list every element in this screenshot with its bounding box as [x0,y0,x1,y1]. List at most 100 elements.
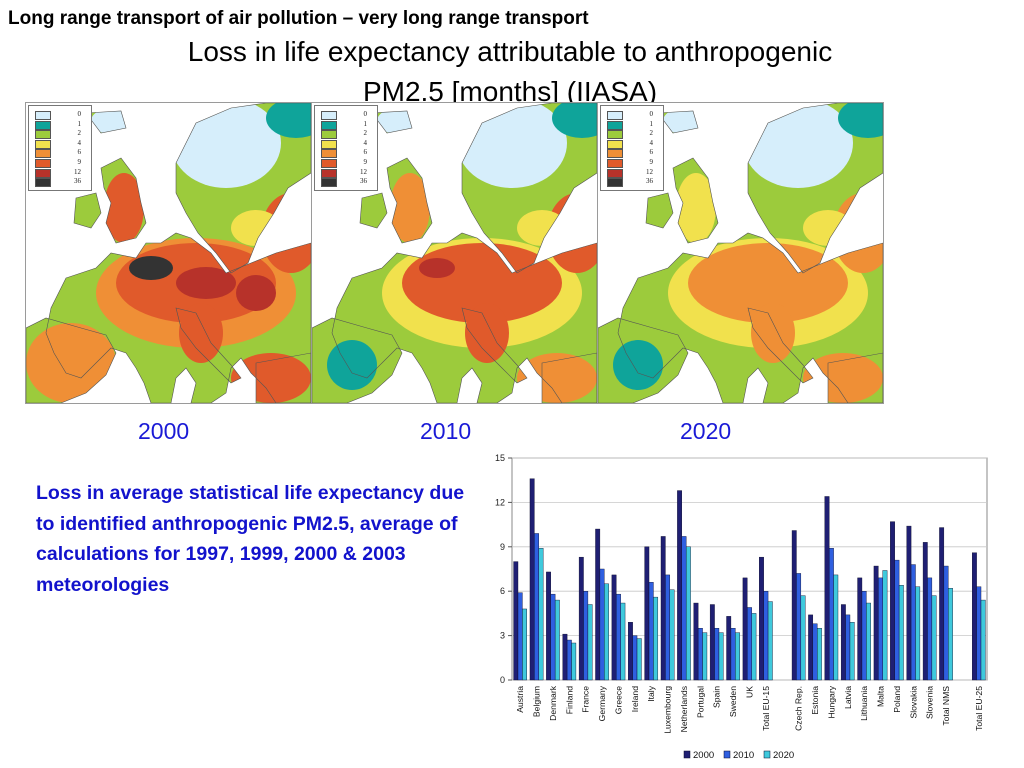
year-label-2000: 2000 [138,418,190,444]
legend-row: 6 [35,148,91,159]
bar-2020 [882,570,888,681]
map-legend: 0 1 2 4 6 9 12 36 [314,105,378,191]
bar-2000 [890,521,895,681]
legend-value: 9 [77,158,82,166]
legend-value: 9 [363,158,368,166]
bar-2010 [894,559,900,681]
bar-2000 [644,546,650,681]
bar-2000 [595,528,601,681]
legend-value: 9 [649,158,654,166]
legend-row: 2 [321,129,377,140]
legend-value: 12 [74,167,81,176]
legend-swatch [321,111,337,120]
bar-2010 [927,577,933,681]
legend-row: 0 [35,110,91,120]
bar-2000 [906,525,912,681]
legend-value: 6 [649,148,654,157]
bar-2010 [550,593,556,681]
x-tick-label: Hungary [826,685,836,718]
bar-2010 [845,614,851,681]
bar-2010 [583,590,589,681]
legend-swatch [321,149,337,159]
europe-map-2020: 0 1 2 4 6 9 12 36 [597,102,884,404]
bar-2010 [599,568,605,681]
legend-swatch [321,159,337,168]
legend-value: 1 [363,119,368,128]
bar-2020 [735,632,740,681]
legend-value: 2 [649,129,654,138]
bar-2000 [840,604,846,681]
x-tick-label: Denmark [548,685,558,721]
legend-value: 6 [77,148,82,157]
bar-2020 [653,596,659,681]
bar-2010 [910,564,916,681]
x-tick-label: Total NMS [941,686,951,726]
bar-2010 [681,536,687,681]
x-tick-label: UK [745,686,755,698]
bar-2000 [562,633,568,681]
legend-swatch-2010 [723,750,731,759]
x-tick-label: Total EU-15 [761,686,771,731]
legend-row: 1 [35,120,91,130]
bar-2020 [571,642,577,681]
legend-swatch [35,178,51,188]
legend-value: 4 [649,138,654,147]
legend-swatch [35,130,51,140]
y-tick-label: 6 [500,586,505,596]
bar-2000 [529,478,535,681]
bar-2020 [685,546,691,681]
legend-swatch [607,111,623,120]
bar-2020 [849,622,855,681]
main-title-line-1: Loss in life expectancy attributable to … [187,36,833,67]
bar-2010 [632,635,638,681]
bar-2020 [522,608,527,681]
legend-swatch [35,120,51,130]
bar-2010 [697,627,703,681]
x-tick-label: Ireland [630,686,640,712]
legend-row: 2 [607,129,663,140]
main-title-line-2: PM2.5 [months] (IIASA) [362,76,658,107]
legend-row: 0 [321,110,377,120]
legend-value: 12 [646,167,653,176]
bar-2020 [702,632,708,681]
bar-2010 [943,565,949,681]
legend-value: 4 [363,138,368,147]
legend-swatch-2020 [763,750,771,759]
bar-2010 [828,548,834,681]
bar-2000 [873,565,879,681]
x-tick-label: Portugal [695,686,705,718]
bar-2020 [604,583,609,681]
map-2020-svg [598,103,883,403]
legend-value: 0 [363,110,368,118]
legend-swatch [607,178,623,188]
legend-row: 4 [35,139,91,149]
bar-2020 [751,613,757,681]
bar-2010 [648,582,654,681]
bar-2000 [742,577,748,681]
bar-2020 [898,585,904,681]
legend-label-2010: 2010 [733,750,754,761]
legend-swatch [35,111,51,120]
y-tick-label: 9 [500,542,505,552]
bar-2000 [628,622,633,681]
bar-2000 [939,527,945,681]
x-tick-label: Spain [712,686,722,708]
legend-value: 36 [360,177,367,186]
legend-swatch [607,159,623,168]
legend-swatch [321,139,337,149]
bar-2010 [763,590,769,681]
x-tick-label: Luxembourg [663,686,673,734]
x-tick-label: Latvia [843,686,853,709]
bar-2000 [726,616,732,681]
x-tick-label: France [581,686,591,713]
bar-2000 [791,530,797,681]
year-label-2020: 2020 [680,418,732,444]
legend-swatch [607,168,623,178]
legend-row: 36 [607,177,663,188]
europe-map-2010: 0 1 2 4 6 9 12 36 [311,102,598,404]
bar-2020 [980,599,986,681]
bar-2010 [517,592,523,681]
legend-label-2000: 2000 [693,750,714,761]
bar-2020 [948,588,953,681]
map-legend: 0 1 2 4 6 9 12 36 [28,105,92,191]
